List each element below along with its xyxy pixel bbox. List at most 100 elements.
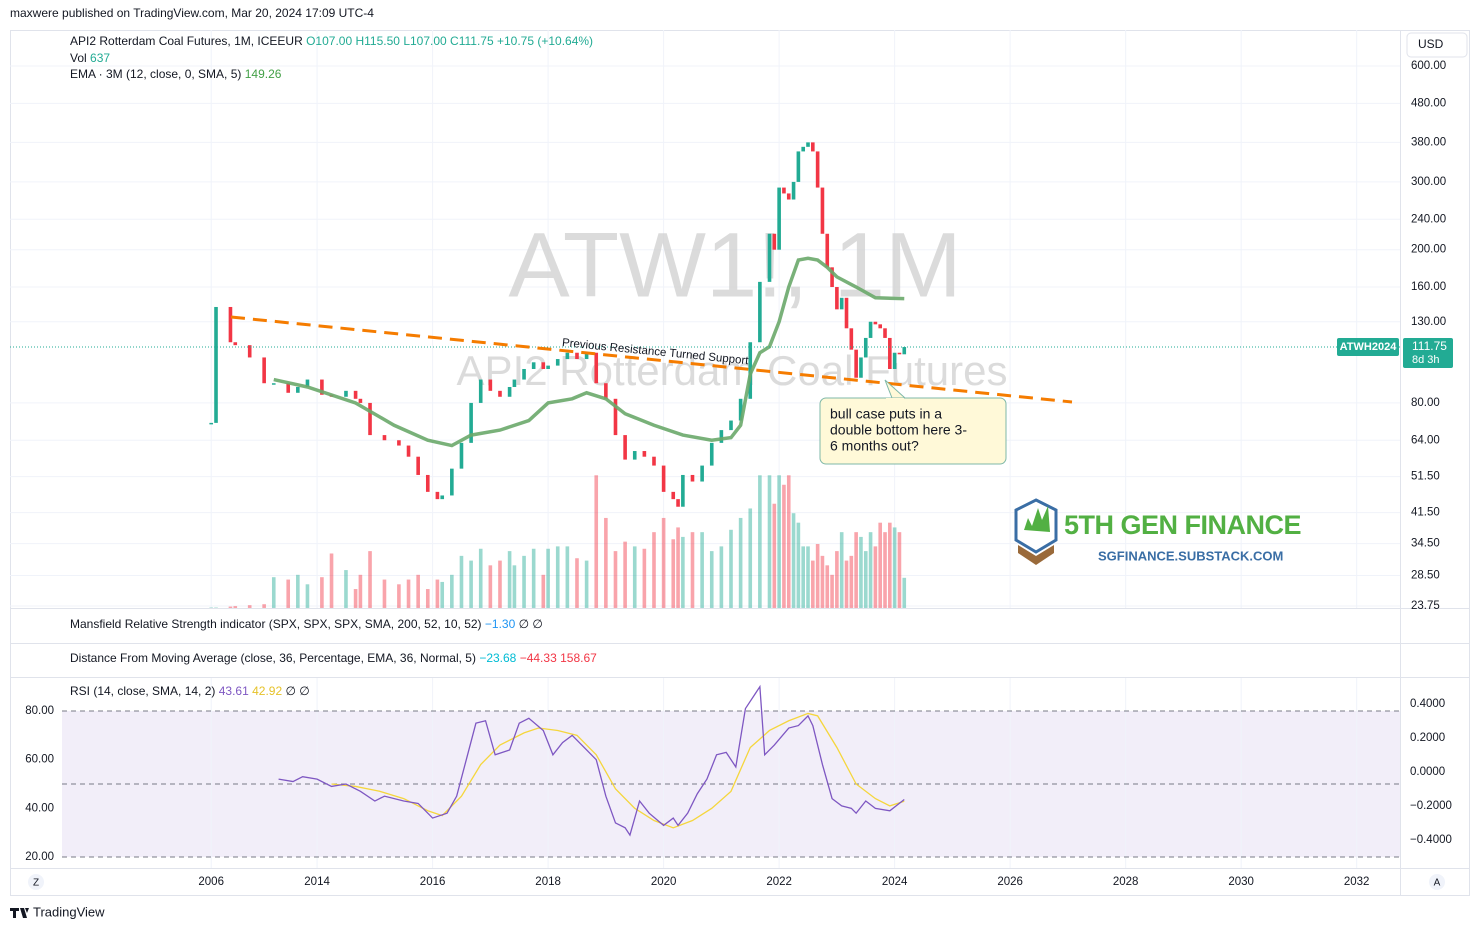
candle (811, 142, 815, 152)
x-tick-label: 2020 (651, 876, 677, 888)
volume-bar (859, 536, 863, 608)
volume-bar (825, 565, 830, 608)
x-tick-label: 2022 (766, 876, 792, 888)
callout-text: bull case puts in a (830, 406, 942, 422)
volume-bar (382, 579, 387, 608)
candle (791, 181, 796, 200)
x-tick-label: 2024 (882, 876, 908, 888)
price-tag-value: 111.75 (1412, 339, 1447, 353)
volume-bar (613, 551, 618, 608)
candle (344, 390, 348, 397)
y-tick-label: 160.00 (1411, 281, 1446, 293)
volume-bar (801, 546, 805, 608)
legend-line: API2 Rotterdam Coal Futures, 1M, ICEEUR … (70, 34, 593, 48)
candle (782, 187, 786, 194)
x-tick-label: 2014 (304, 876, 330, 888)
volume-bar (584, 560, 589, 608)
volume-bar (286, 579, 291, 608)
volume-bar (344, 570, 348, 608)
volume-bar (546, 548, 550, 608)
volume-bar (719, 546, 724, 608)
axes: 2006 2014 2016 2018 2020 2022 2024 2026 2028 2030… (25, 60, 1453, 888)
y2-tick-label: −0.4000 (1410, 834, 1452, 846)
value: 158.67 (560, 651, 597, 665)
y2-tick-label: 0.0000 (1410, 766, 1445, 778)
volume-bar (397, 584, 401, 608)
indicator-legend[interactable]: Mansfield Relative Strength indicator (S… (70, 617, 543, 631)
volume-bar (459, 555, 464, 608)
candle (873, 321, 878, 325)
candle (868, 321, 873, 338)
volume-bar (406, 579, 411, 608)
callout-box (819, 397, 1007, 465)
y-tick-label: 80.00 (1411, 397, 1440, 409)
candle (214, 306, 218, 423)
volume-bar (555, 546, 560, 608)
candle (440, 495, 445, 500)
high: H115.50 (355, 34, 400, 48)
volume-bar (247, 605, 252, 608)
candle (459, 442, 464, 469)
indicator-legend[interactable]: RSI (14, close, SMA, 14, 2) 43.61 42.92 … (70, 684, 310, 698)
candle (888, 337, 892, 369)
y-tick-label: 28.50 (1411, 570, 1440, 582)
candle (435, 491, 440, 500)
volume-bar (811, 560, 815, 608)
candle (478, 379, 483, 403)
volume-bar (358, 574, 363, 608)
volume-bar (883, 532, 887, 608)
candle (820, 187, 825, 234)
y-tick-label: 480.00 (1411, 97, 1446, 109)
volume-bar (368, 551, 372, 608)
candle (565, 352, 570, 360)
candle (642, 451, 647, 457)
volume-bar (228, 606, 233, 608)
volume-bar (767, 475, 772, 608)
volume-bar (320, 577, 324, 608)
value: 42.92 (252, 684, 282, 698)
candle (382, 435, 387, 441)
currency-button[interactable] (1406, 32, 1468, 58)
candle (897, 352, 902, 355)
candle (806, 142, 810, 147)
value: −1.30 (485, 617, 516, 631)
candle (839, 297, 844, 310)
ema-line (273, 256, 905, 448)
volume-bar (435, 579, 440, 608)
volume-bar (604, 517, 608, 608)
volume-bar (892, 527, 897, 608)
volume-bar (594, 475, 599, 608)
y-tick-label: 23.75 (1411, 600, 1440, 612)
candle (849, 328, 854, 350)
volume-bar (676, 527, 680, 608)
x-tick-label: 2016 (420, 876, 446, 888)
candle (830, 267, 834, 288)
candle (883, 328, 887, 338)
candle (844, 297, 849, 329)
candle (498, 390, 502, 397)
scale-button[interactable] (28, 874, 44, 890)
candle (690, 474, 695, 482)
scale-button[interactable] (1429, 874, 1445, 890)
candle (469, 402, 473, 443)
candle (801, 146, 805, 152)
value: −23.68 (479, 651, 516, 665)
candle (671, 491, 676, 500)
logo-chart (1024, 506, 1050, 532)
candle (271, 383, 276, 385)
volume-bar (671, 539, 676, 608)
callout-text: double bottom here 3- (830, 422, 967, 438)
candle (859, 357, 863, 378)
candle (623, 435, 627, 460)
candle (397, 440, 401, 446)
candle (531, 362, 536, 369)
indicator-legend[interactable]: Distance From Moving Average (close, 36,… (70, 651, 597, 665)
volume-bar (575, 558, 579, 608)
label: Mansfield Relative Strength indicator (S… (70, 617, 482, 631)
symbol-tag-label: ATWH2024 (1340, 341, 1398, 353)
volume-bar (830, 574, 834, 608)
candle (594, 352, 599, 384)
volume-bar (897, 532, 902, 608)
candle (825, 233, 830, 268)
